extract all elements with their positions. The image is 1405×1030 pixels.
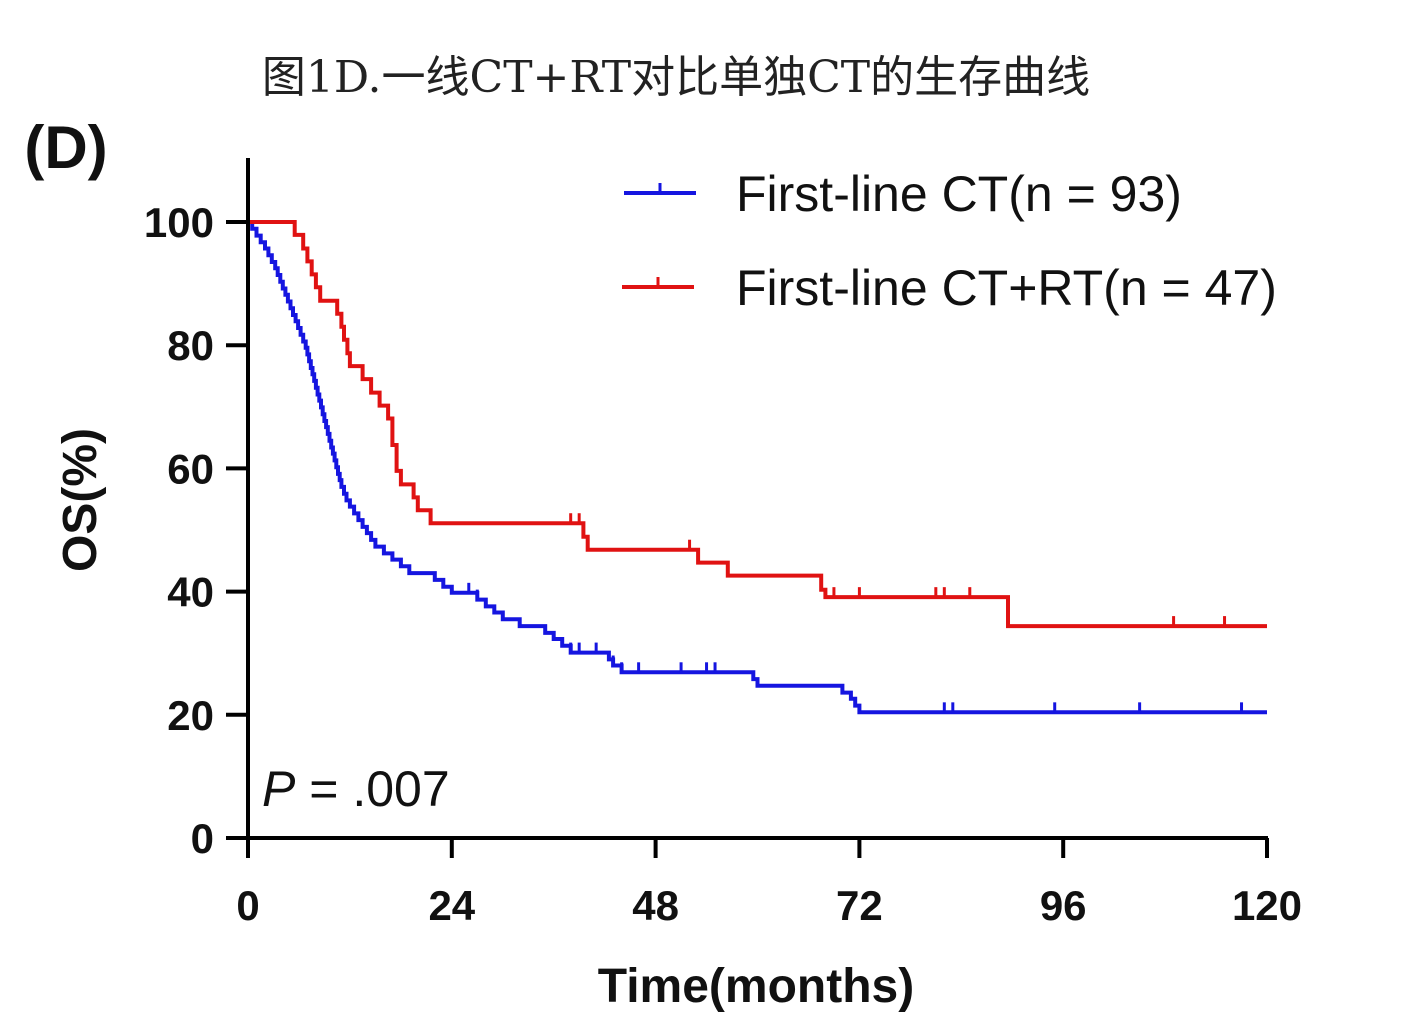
y-tick-label: 80 [167, 322, 214, 369]
legend-item-ct-rt: First-line CT+RT(n = 47) [622, 260, 1277, 316]
y-axis-title: OS(%) [54, 428, 107, 572]
x-tick-label: 24 [428, 882, 475, 929]
y-tick-label: 40 [167, 569, 214, 616]
ticks: 0 24 48 72 96 120 0 20 40 60 80 100 [144, 199, 1302, 929]
plot-area [248, 220, 1267, 715]
panel-label: (D) [24, 114, 107, 181]
x-tick-label: 72 [836, 882, 883, 929]
p-value-prefix: P [262, 761, 296, 817]
series-ct-rt-curve [248, 220, 1267, 629]
x-axis-title: Time(months) [598, 960, 914, 1013]
series-ct-curve [248, 220, 1267, 715]
legend-item-ct: First-line CT(n = 93) [624, 166, 1182, 222]
y-tick-label: 20 [167, 692, 214, 739]
x-tick-label: 48 [632, 882, 679, 929]
figure-caption: 图1D.一线CT+RT对比单独CT的生存曲线 [262, 52, 1090, 103]
y-tick-label: 0 [191, 815, 214, 862]
p-value-text: = .007 [295, 761, 449, 817]
y-tick-label: 100 [144, 199, 214, 246]
x-tick-label: 96 [1040, 882, 1087, 929]
x-tick-label: 0 [236, 882, 259, 929]
p-value: P = .007 [262, 761, 450, 817]
legend-label-ct: First-line CT(n = 93) [736, 166, 1182, 222]
axes [246, 158, 1268, 840]
y-tick-label: 60 [167, 445, 214, 492]
legend: First-line CT(n = 93) First-line CT+RT(n… [622, 166, 1277, 316]
x-tick-label: 120 [1232, 882, 1302, 929]
legend-label-ct-rt: First-line CT+RT(n = 47) [736, 260, 1277, 316]
